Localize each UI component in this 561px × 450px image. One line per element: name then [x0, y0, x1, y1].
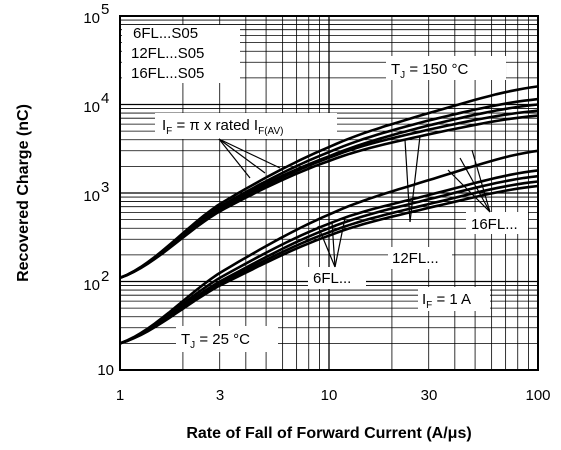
lbl-6-pointers	[317, 217, 346, 268]
lbl-6-label: 6FL...	[313, 270, 351, 287]
lbl-6-box	[308, 267, 366, 289]
tj-150-box	[386, 56, 506, 80]
lbl-16-box	[466, 212, 528, 234]
y-tick-1e2: 10	[83, 277, 100, 294]
if-rated-label: IF = π x rated IF(AV)	[162, 117, 283, 137]
lbl-16-left-pointers	[404, 135, 421, 223]
series-line-5	[119, 149, 539, 345]
if-rated-box	[155, 113, 337, 139]
tj-25-box	[176, 326, 278, 352]
y-tick-1e3: 10	[83, 188, 100, 205]
y-tick-1e4: 10	[83, 99, 100, 116]
series-line-9	[119, 184, 539, 345]
x-tick-3: 3	[216, 387, 224, 404]
x-axis-label: Rate of Fall of Forward Current (A/μs)	[186, 425, 471, 442]
if-1a-box	[418, 287, 490, 311]
lbl-16-label: 16FL...	[471, 216, 518, 233]
series-line-6	[119, 169, 539, 345]
legend-box	[122, 25, 240, 83]
y-axis-label: Recovered Charge (nC)	[15, 104, 32, 282]
legend-entry-12fl: 12FL...S05	[131, 45, 204, 62]
legend-entry-6fl: 6FL...S05	[133, 25, 198, 42]
y-tick-10: 10	[97, 362, 114, 379]
y-tick-labels: 10 10 2 10 3 10 4 10 5	[83, 1, 114, 379]
x-tick-100: 100	[525, 387, 550, 404]
plot-frame	[119, 15, 539, 371]
legend-entry-16fl: 16FL...S05	[131, 65, 204, 82]
curves	[119, 85, 539, 345]
x-tick-1: 1	[116, 387, 124, 404]
lbl-12-label: 12FL...	[392, 250, 439, 267]
y-tick-1e4-exp: 4	[101, 90, 109, 107]
tj-25-label: TJ = 25 °C	[181, 331, 250, 351]
x-tick-10: 10	[321, 387, 338, 404]
series-line-0	[119, 85, 539, 280]
y-tick-1e3-exp: 3	[101, 179, 109, 196]
y-tick-1e5: 10	[83, 10, 100, 27]
lbl-16-pointers	[447, 149, 491, 213]
if-1a-label: IF = 1 A	[422, 291, 471, 311]
tj-150-label: TJ = 150 °C	[391, 61, 468, 81]
if-rated-pointers	[218, 138, 281, 179]
y-tick-1e5-exp: 5	[101, 1, 109, 18]
annotations: 6FL...S05 12FL...S05 16FL...S05 TJ = 150…	[122, 25, 528, 352]
x-tick-labels: 1 3 10 30 100	[116, 387, 551, 404]
lbl-12-box	[388, 247, 452, 269]
y-tick-1e2-exp: 2	[101, 268, 109, 285]
x-tick-30: 30	[421, 387, 438, 404]
series-line-4	[119, 114, 539, 280]
